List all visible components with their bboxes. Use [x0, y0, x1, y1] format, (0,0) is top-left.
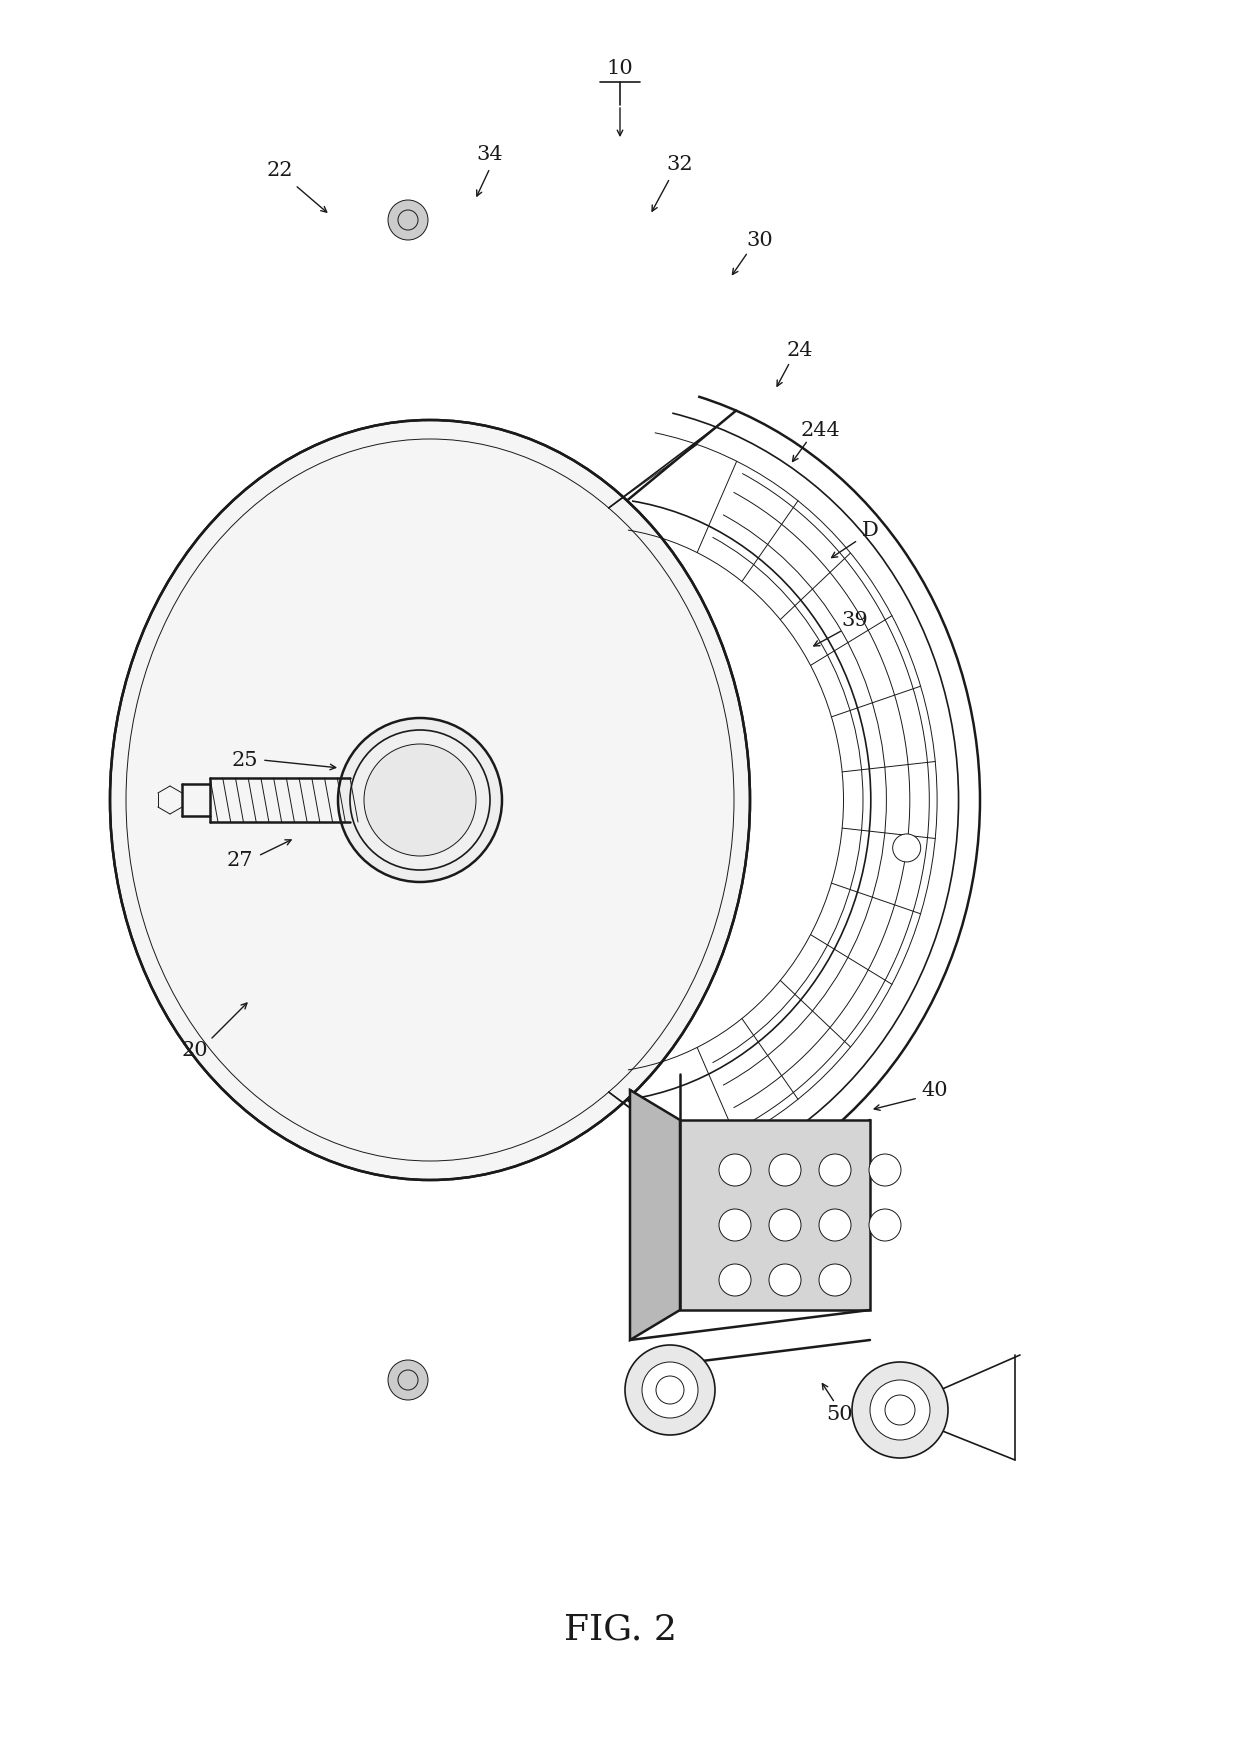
Text: 244: 244 — [800, 421, 839, 439]
Text: 40: 40 — [921, 1081, 949, 1100]
FancyBboxPatch shape — [680, 1119, 870, 1309]
Circle shape — [719, 1264, 751, 1295]
Circle shape — [769, 1154, 801, 1186]
Circle shape — [869, 1154, 901, 1186]
Circle shape — [852, 1361, 949, 1457]
Text: 34: 34 — [476, 146, 503, 164]
Text: 27: 27 — [227, 851, 253, 869]
Circle shape — [893, 834, 920, 862]
Ellipse shape — [110, 420, 750, 1180]
Circle shape — [642, 1361, 698, 1417]
Circle shape — [719, 1154, 751, 1186]
Circle shape — [350, 729, 490, 870]
Text: 20: 20 — [182, 1041, 208, 1060]
Circle shape — [388, 1360, 428, 1400]
Circle shape — [818, 1264, 851, 1295]
Circle shape — [625, 1346, 715, 1435]
Circle shape — [769, 1208, 801, 1241]
Circle shape — [818, 1208, 851, 1241]
Text: D: D — [862, 521, 878, 540]
Text: 39: 39 — [842, 611, 868, 630]
Text: 30: 30 — [746, 230, 774, 249]
Text: 25: 25 — [232, 750, 258, 770]
Text: 10: 10 — [606, 59, 634, 78]
Circle shape — [869, 1208, 901, 1241]
Text: 32: 32 — [667, 155, 693, 174]
Text: FIG. 2: FIG. 2 — [563, 1612, 677, 1647]
Text: 22: 22 — [267, 160, 293, 179]
Circle shape — [719, 1208, 751, 1241]
Circle shape — [870, 1381, 930, 1440]
Polygon shape — [630, 1090, 680, 1341]
Circle shape — [365, 743, 476, 857]
Circle shape — [388, 200, 428, 240]
Text: 24: 24 — [786, 341, 813, 359]
Text: 50: 50 — [827, 1405, 853, 1424]
Circle shape — [818, 1154, 851, 1186]
Circle shape — [769, 1264, 801, 1295]
Circle shape — [339, 717, 502, 883]
